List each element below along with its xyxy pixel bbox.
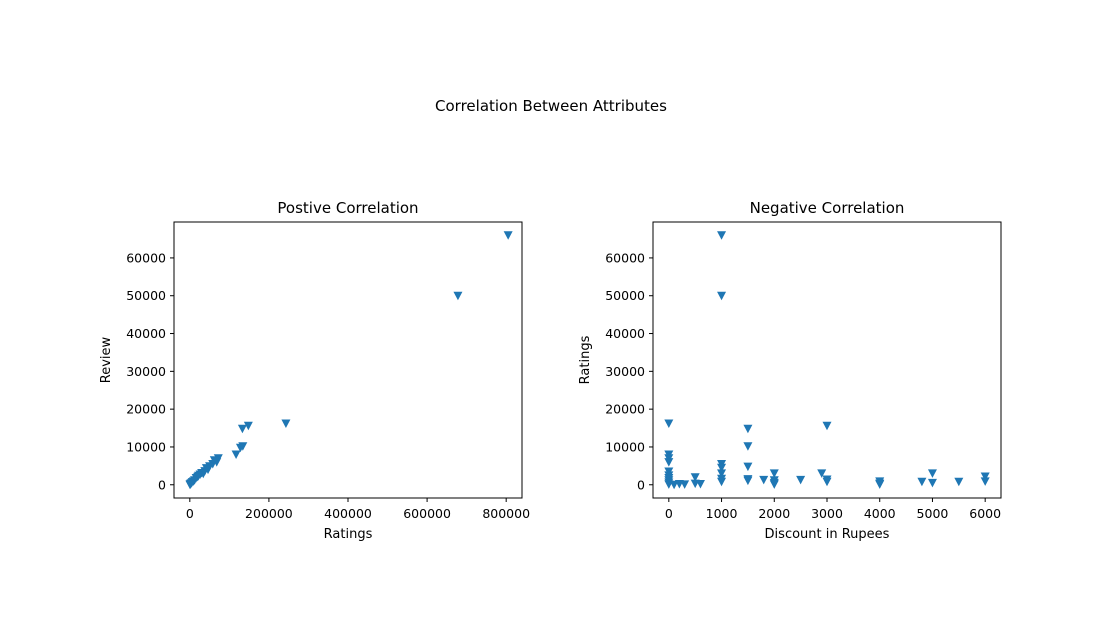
positive-point-3: [243, 421, 253, 431]
negative-point-16: [980, 472, 990, 481]
negative-point-37: [954, 477, 964, 487]
negative-chart-title: Negative Correlation: [750, 199, 905, 217]
positive-y-axis-label: Review: [99, 336, 114, 383]
positive-point-6: [235, 443, 245, 453]
negative-point-1: [717, 291, 727, 301]
positive-x-tick-label-0: 0: [186, 506, 194, 521]
negative-point-46: [664, 473, 674, 483]
positive-point-7: [231, 450, 241, 460]
positive-y-tick-label-2: 20000: [126, 402, 166, 417]
negative-point-44: [669, 480, 679, 490]
negative-y-tick-label-1: 10000: [605, 439, 645, 454]
negative-x-tick-label-2: 2000: [758, 506, 790, 521]
negative-point-19: [717, 469, 727, 478]
negative-point-3: [822, 421, 832, 431]
negative-point-36: [927, 478, 937, 488]
negative-point-40: [743, 476, 753, 486]
negative-point-14: [817, 469, 827, 478]
positive-x-ticks: 0 200000 400000 600000 800000: [186, 498, 530, 521]
positive-x-tick-label-2: 400000: [324, 506, 372, 521]
negative-point-32: [822, 477, 832, 487]
negative-y-axis-label: Ratings: [578, 335, 593, 384]
positive-x-axis-label: Ratings: [324, 527, 373, 542]
negative-x-tick-label-1: 1000: [706, 506, 738, 521]
negative-x-tick-label-6: 6000: [969, 506, 1001, 521]
negative-x-axis-label: Discount in Rupees: [765, 527, 890, 542]
positive-y-tick-label-1: 10000: [126, 439, 166, 454]
positive-y-tick-label-5: 50000: [126, 288, 166, 303]
positive-point-1: [453, 291, 463, 301]
positive-plot-frame: [173, 221, 523, 499]
negative-point-43: [875, 480, 885, 489]
negative-scatter-points: [664, 231, 990, 490]
negative-point-15: [927, 469, 937, 478]
positive-y-tick-label-4: 40000: [126, 326, 166, 341]
negative-point-22: [759, 475, 769, 485]
negative-point-28: [695, 480, 705, 489]
negative-point-23: [796, 475, 806, 485]
negative-y-tick-label-0: 0: [637, 477, 645, 492]
negative-x-tick-label-4: 4000: [864, 506, 896, 521]
positive-scatter-points: [185, 231, 513, 490]
positive-point-26: [185, 480, 195, 490]
negative-y-tick-label-4: 40000: [605, 326, 645, 341]
negative-x-ticks: 0 1000 2000 3000 4000 5000 6000: [665, 498, 1001, 521]
positive-y-ticks: 0 10000 20000 30000 40000 50000 60000: [126, 250, 174, 492]
positive-correlation-axes: 0 200000 400000 600000 800000 0 10000 20000 300…: [99, 199, 530, 542]
positive-point-29: [194, 471, 204, 481]
positive-x-tick-label-1: 200000: [245, 506, 293, 521]
negative-point-10: [717, 463, 727, 473]
negative-point-0: [717, 231, 727, 240]
negative-y-tick-label-6: 60000: [605, 250, 645, 265]
negative-y-tick-label-5: 50000: [605, 288, 645, 303]
negative-point-41: [717, 474, 727, 484]
positive-x-tick-label-4: 800000: [482, 506, 530, 521]
negative-y-tick-label-2: 20000: [605, 402, 645, 417]
negative-point-35: [917, 477, 927, 487]
negative-y-tick-label-3: 30000: [605, 364, 645, 379]
positive-x-tick-label-3: 600000: [403, 506, 451, 521]
negative-point-2: [664, 419, 674, 429]
negative-point-13: [769, 469, 779, 478]
positive-point-0: [503, 231, 513, 240]
positive-y-tick-label-6: 60000: [126, 250, 166, 265]
negative-point-45: [680, 480, 690, 489]
negative-point-4: [743, 424, 753, 434]
positive-chart-title: Postive Correlation: [277, 199, 418, 217]
positive-point-4: [237, 424, 247, 434]
negative-point-5: [743, 442, 753, 451]
figure-suptitle: Correlation Between Attributes: [435, 97, 667, 115]
negative-x-tick-label-5: 5000: [917, 506, 949, 521]
negative-x-tick-label-3: 3000: [811, 506, 843, 521]
positive-point-2: [281, 419, 291, 429]
negative-point-11: [743, 462, 753, 472]
negative-point-38: [980, 477, 990, 486]
negative-point-18: [690, 473, 700, 482]
positive-y-tick-label-3: 30000: [126, 364, 166, 379]
negative-point-8: [664, 458, 674, 467]
negative-plot-frame: [652, 221, 1002, 499]
negative-point-42: [769, 480, 779, 489]
negative-y-ticks: 0 10000 20000 30000 40000 50000 60000: [605, 250, 653, 492]
positive-point-28: [203, 465, 213, 475]
negative-correlation-axes: 0 1000 2000 3000 4000 5000 6000 0 10000 20000 300…: [578, 199, 1002, 542]
negative-x-tick-label-0: 0: [665, 506, 673, 521]
positive-y-tick-label-0: 0: [158, 477, 166, 492]
